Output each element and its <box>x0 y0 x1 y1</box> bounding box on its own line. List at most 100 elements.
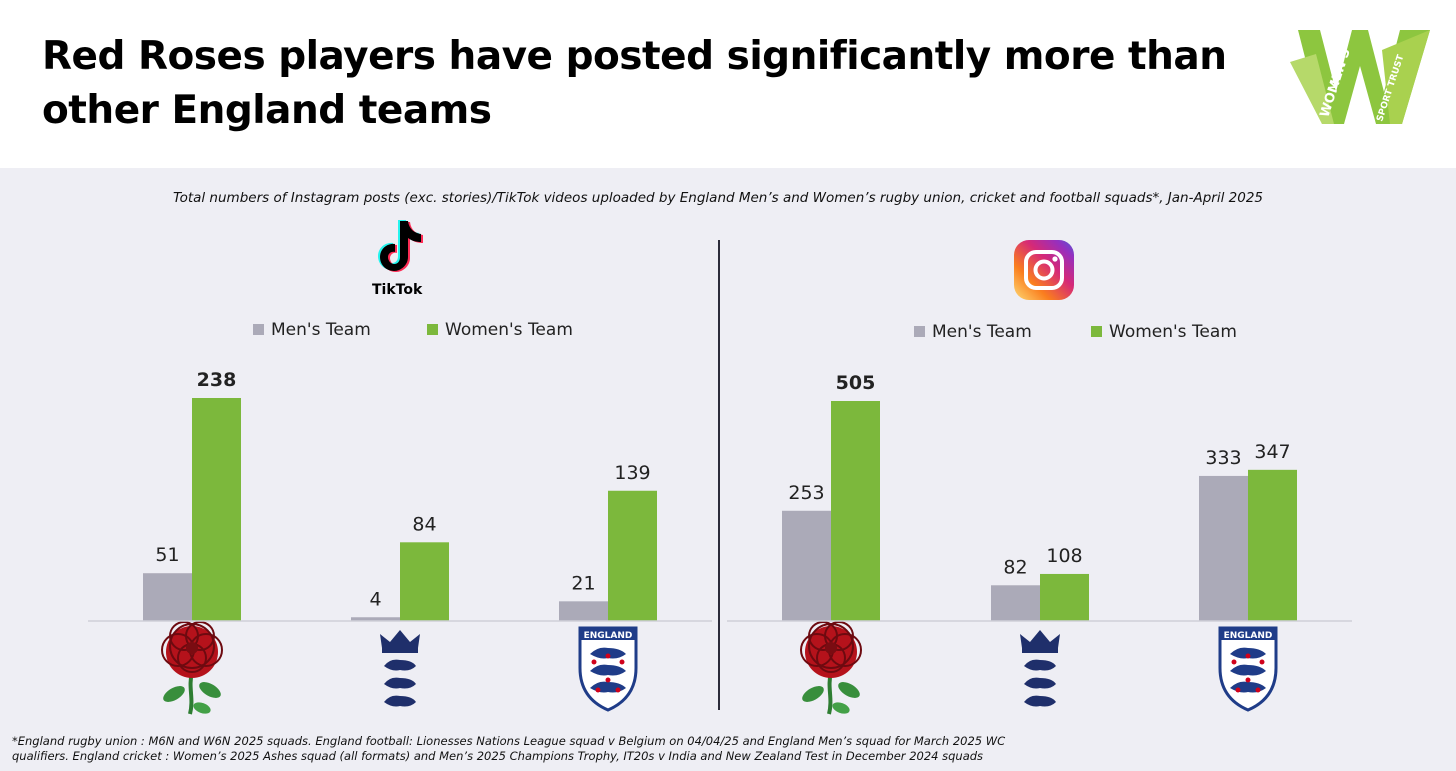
three-lions-crown-icon <box>380 630 420 707</box>
lion <box>1024 695 1056 707</box>
rose-stem <box>827 671 833 715</box>
rose-leaf <box>802 686 824 702</box>
legend-label: Men's Team <box>271 320 371 340</box>
bar-mens <box>143 573 192 621</box>
bar-womens <box>192 398 241 621</box>
data-label: 84 <box>412 513 436 535</box>
crown <box>1020 630 1060 648</box>
title-line-1: Red Roses players have posted significan… <box>42 34 1227 79</box>
footnote-line-1: *England rugby union : M6N and W6N 2025 … <box>12 734 1006 748</box>
data-label: 108 <box>1046 545 1082 567</box>
bar-womens <box>400 542 449 621</box>
lion-head <box>1029 661 1035 667</box>
tiktok-label: TikTok <box>372 282 423 298</box>
page-title: Red Roses players have posted significan… <box>42 30 1262 138</box>
lion <box>384 659 416 671</box>
lion-head <box>389 661 395 667</box>
data-label: 333 <box>1205 447 1241 469</box>
bar-mens <box>1199 475 1248 621</box>
crown-band <box>1022 648 1058 653</box>
data-label: 347 <box>1254 441 1290 463</box>
rose-center <box>825 642 837 654</box>
three-lions-crown-icon <box>1020 630 1060 707</box>
legend-swatch <box>1091 326 1102 337</box>
bar-womens <box>1248 469 1297 621</box>
data-label: 238 <box>197 369 237 391</box>
crest-rose <box>615 687 621 693</box>
england-crest-icon: ENGLAND <box>1218 626 1278 712</box>
bar-mens <box>559 601 608 621</box>
legend-label: Men's Team <box>932 322 1032 342</box>
chart-panel <box>0 168 1456 771</box>
crest-rose <box>619 659 625 665</box>
legend-swatch <box>253 324 264 335</box>
red-rose-icon <box>161 621 223 715</box>
crown-band <box>382 648 418 653</box>
crest-rose <box>605 677 611 683</box>
legend-swatch <box>427 324 438 335</box>
crest-banner <box>580 628 636 640</box>
crest-lion <box>1230 647 1266 659</box>
data-label: 139 <box>614 462 650 484</box>
rose-petal <box>824 621 854 651</box>
bar-womens <box>608 490 657 621</box>
england-crest-icon: ENGLAND <box>578 626 638 712</box>
lion-head <box>389 679 395 685</box>
rose-petal <box>185 621 215 651</box>
crest-lion <box>590 647 626 659</box>
womens-sport-trust-logo: WOMEN'S SPORT TRUST <box>1290 30 1430 124</box>
lion <box>1024 677 1056 689</box>
crest-rose <box>591 659 597 665</box>
lion-head <box>389 697 395 703</box>
crest-rose <box>1231 659 1237 665</box>
legend-label: Women's Team <box>1109 322 1237 342</box>
lion-head <box>1029 679 1035 685</box>
footnote-line-2: qualifiers. England cricket : Women’s 20… <box>12 749 984 763</box>
data-label: 21 <box>571 572 595 594</box>
rose-center <box>186 642 198 654</box>
chart-subtitle: Total numbers of Instagram posts (exc. s… <box>172 190 1263 206</box>
lion <box>1024 659 1056 671</box>
rose-leaf <box>832 702 850 714</box>
lion <box>384 677 416 689</box>
crest-rose <box>1259 659 1265 665</box>
footnote: *England rugby union : M6N and W6N 2025 … <box>12 734 1112 764</box>
tiktok-logo-icon <box>378 220 423 272</box>
bar-womens <box>1040 573 1089 621</box>
bar-mens <box>351 617 400 621</box>
rose-leaf <box>193 702 211 714</box>
crest-rose <box>595 687 601 693</box>
rose-leaf <box>838 682 860 698</box>
crest-rose <box>1255 687 1261 693</box>
crest-rose <box>1235 687 1241 693</box>
chart-instagram: Men's Team Women's Team 253 505 82 108 333 347 E… <box>727 322 1352 715</box>
panel-divider <box>718 240 720 710</box>
data-label: 82 <box>1003 556 1027 578</box>
crest-label: ENGLAND <box>584 631 633 641</box>
legend-label: Women's Team <box>445 320 573 340</box>
crest-label: ENGLAND <box>1224 631 1273 641</box>
crest-rose <box>1245 653 1251 659</box>
bar-mens <box>782 510 831 621</box>
lion-head <box>1029 697 1035 703</box>
data-label: 253 <box>788 482 824 504</box>
crest-rose <box>1245 677 1251 683</box>
rose-petal <box>169 621 199 651</box>
rose-petal <box>808 621 838 651</box>
instagram-logo-icon <box>1014 240 1074 300</box>
title-line-2: other England teams <box>42 88 492 133</box>
lion <box>384 695 416 707</box>
data-label: 4 <box>369 588 381 610</box>
chart-tiktok: Men's Team Women's Team 51 238 4 84 21 139 ENGLA… <box>88 320 712 715</box>
crest-banner <box>1220 628 1276 640</box>
crest-lion <box>1230 664 1266 676</box>
rose-stem <box>188 671 194 715</box>
bar-mens <box>991 585 1040 621</box>
data-label: 51 <box>155 544 179 566</box>
bar-womens <box>831 401 880 621</box>
data-label: 505 <box>836 372 876 394</box>
legend-swatch <box>914 326 925 337</box>
crest-lion <box>590 664 626 676</box>
red-rose-icon <box>800 621 862 715</box>
